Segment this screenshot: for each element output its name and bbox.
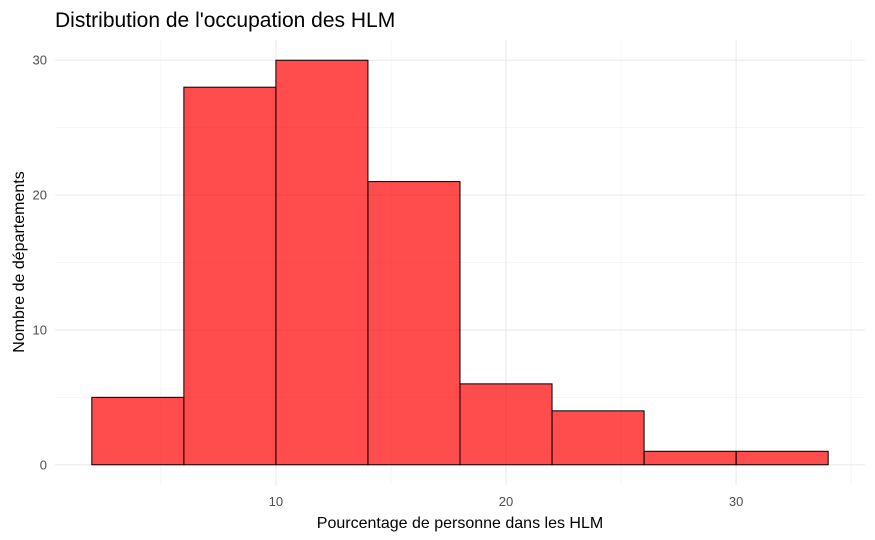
histogram-bar-7 — [643, 450, 737, 466]
y-tick-labels: 0 10 20 30 — [33, 53, 47, 473]
histogram-bar-3 — [275, 59, 369, 466]
histogram-bar-1 — [91, 396, 185, 466]
chart-title: Distribution de l'occupation des HLM — [55, 9, 395, 32]
y-tick-label: 20 — [33, 188, 47, 203]
x-axis-title: Pourcentage de personne dans les HLM — [317, 515, 603, 532]
x-tick-label: 10 — [269, 494, 283, 509]
y-axis-title: Nombre de départements — [11, 171, 28, 352]
y-tick-label: 10 — [33, 322, 47, 337]
histogram-bar-4 — [367, 181, 461, 466]
bars — [91, 59, 829, 466]
y-tick-label: 30 — [33, 53, 47, 68]
histogram-bar-6 — [551, 410, 645, 466]
x-tick-labels: 10 20 30 — [269, 494, 744, 509]
histogram-bar-2 — [183, 86, 277, 466]
x-tick-label: 20 — [499, 494, 513, 509]
y-tick-label: 0 — [40, 457, 47, 472]
histogram-bar-8 — [735, 450, 829, 466]
x-tick-label: 30 — [729, 494, 743, 509]
histogram-bar-5 — [459, 383, 553, 466]
